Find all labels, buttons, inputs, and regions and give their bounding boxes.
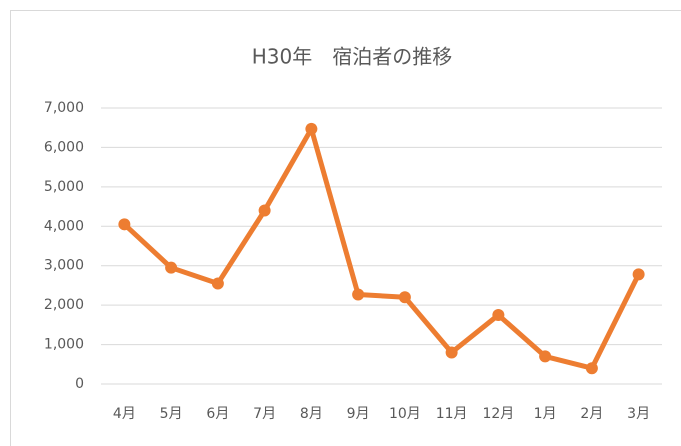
data-point — [165, 261, 178, 274]
x-tick-label: 8月 — [300, 406, 323, 422]
y-tick-label: 7,000 — [44, 100, 84, 116]
x-tick-label: 6月 — [206, 406, 229, 422]
x-tick-label: 5月 — [160, 406, 183, 422]
data-point — [539, 350, 552, 363]
series-line — [122, 126, 641, 371]
data-point — [118, 218, 131, 231]
x-tick-label: 3月 — [627, 406, 650, 422]
y-tick-label: 3,000 — [44, 258, 84, 274]
y-tick-label: 4,000 — [44, 218, 84, 234]
x-tick-label: 1月 — [534, 406, 557, 422]
y-tick-label: 2,000 — [44, 297, 84, 313]
x-tick-label: 7月 — [253, 406, 276, 422]
data-point — [398, 291, 411, 304]
x-tick-label: 2月 — [580, 406, 603, 422]
data-point — [211, 277, 224, 290]
x-tick-label: 9月 — [347, 406, 370, 422]
chart-border — [10, 10, 681, 446]
y-tick-label: 0 — [75, 376, 84, 392]
data-point — [445, 346, 458, 359]
x-tick-label: 4月 — [113, 406, 136, 422]
data-point — [258, 204, 271, 217]
x-tick-label: 12月 — [482, 406, 514, 422]
data-point — [492, 309, 505, 321]
data-point — [305, 122, 318, 135]
data-point — [585, 362, 598, 375]
y-tick-label: 5,000 — [44, 179, 84, 195]
x-tick-label: 10月 — [389, 406, 421, 422]
x-tick-label: 11月 — [436, 406, 468, 422]
chart-title: H30年 宿泊者の推移 — [252, 45, 453, 69]
y-tick-label: 1,000 — [44, 337, 84, 353]
data-point — [352, 288, 365, 301]
y-tick-label: 6,000 — [44, 139, 84, 155]
data-point — [632, 268, 645, 281]
